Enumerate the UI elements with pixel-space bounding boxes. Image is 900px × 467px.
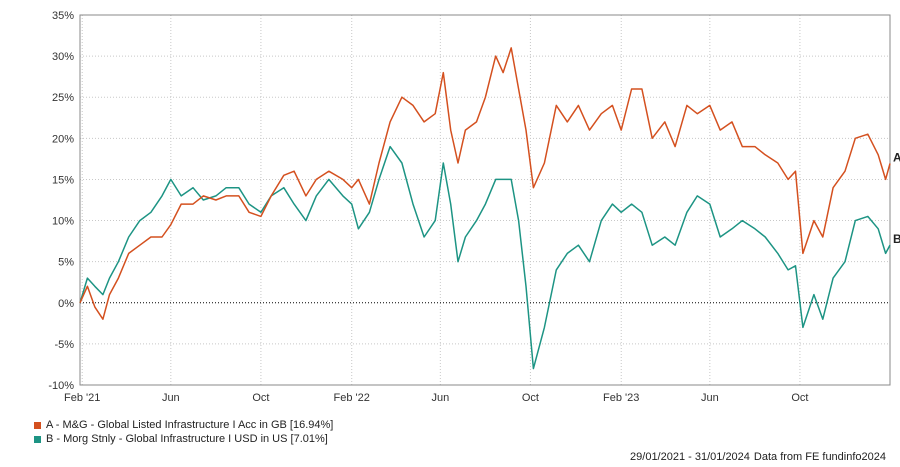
y-tick-label: 20% [52, 133, 74, 145]
legend-swatch-a [34, 421, 41, 429]
legend-label-a: A - M&G - Global Listed Infrastructure I… [46, 419, 334, 431]
series-end-label-a: A [893, 150, 900, 164]
chart: -10% -5% 0% 5% 10% 15% 20% 25% 30% 35% Feb '21 Jun O… [48, 10, 900, 404]
x-tick-label: Jun [431, 392, 449, 404]
x-tick-label: Jun [162, 392, 180, 404]
y-tick-label: 10% [52, 216, 74, 228]
footer-date-range: 29/01/2021 - 31/01/2024 [630, 451, 750, 463]
y-tick-label: 0% [58, 298, 74, 310]
y-tick-label: 30% [52, 51, 74, 63]
series-line-a [79, 47, 891, 320]
y-tick-label: 35% [52, 10, 74, 22]
series-end-label-b: B [893, 232, 900, 246]
y-tick-label: 25% [52, 92, 74, 104]
x-tick-label: Oct [252, 392, 269, 404]
x-tick-label: Oct [791, 392, 808, 404]
y-tick-label: -5% [54, 339, 74, 351]
legend: A - M&G - Global Listed Infrastructure I… [34, 418, 333, 446]
x-tick-label: Oct [522, 392, 539, 404]
x-tick-label: Feb '23 [603, 392, 639, 404]
legend-label-b: B - Morg Stnly - Global Infrastructure I… [46, 433, 328, 445]
x-tick-label: Feb '21 [64, 392, 100, 404]
y-tick-label: 5% [58, 257, 74, 269]
series-line-b [79, 145, 891, 370]
footer-source: Data from FE fundinfo2024 [753, 451, 886, 463]
x-tick-label: Feb '22 [334, 392, 370, 404]
x-tick-label: Jun [701, 392, 719, 404]
y-tick-label: -10% [48, 380, 74, 392]
y-tick-label: 15% [52, 174, 74, 186]
legend-swatch-b [34, 435, 41, 443]
plot-frame [79, 14, 891, 386]
footer: 29/01/2021 - 31/01/2024 Data from FE fun… [630, 451, 886, 463]
legend-item-a: A - M&G - Global Listed Infrastructure I… [34, 418, 333, 432]
legend-item-b: B - Morg Stnly - Global Infrastructure I… [34, 432, 333, 446]
